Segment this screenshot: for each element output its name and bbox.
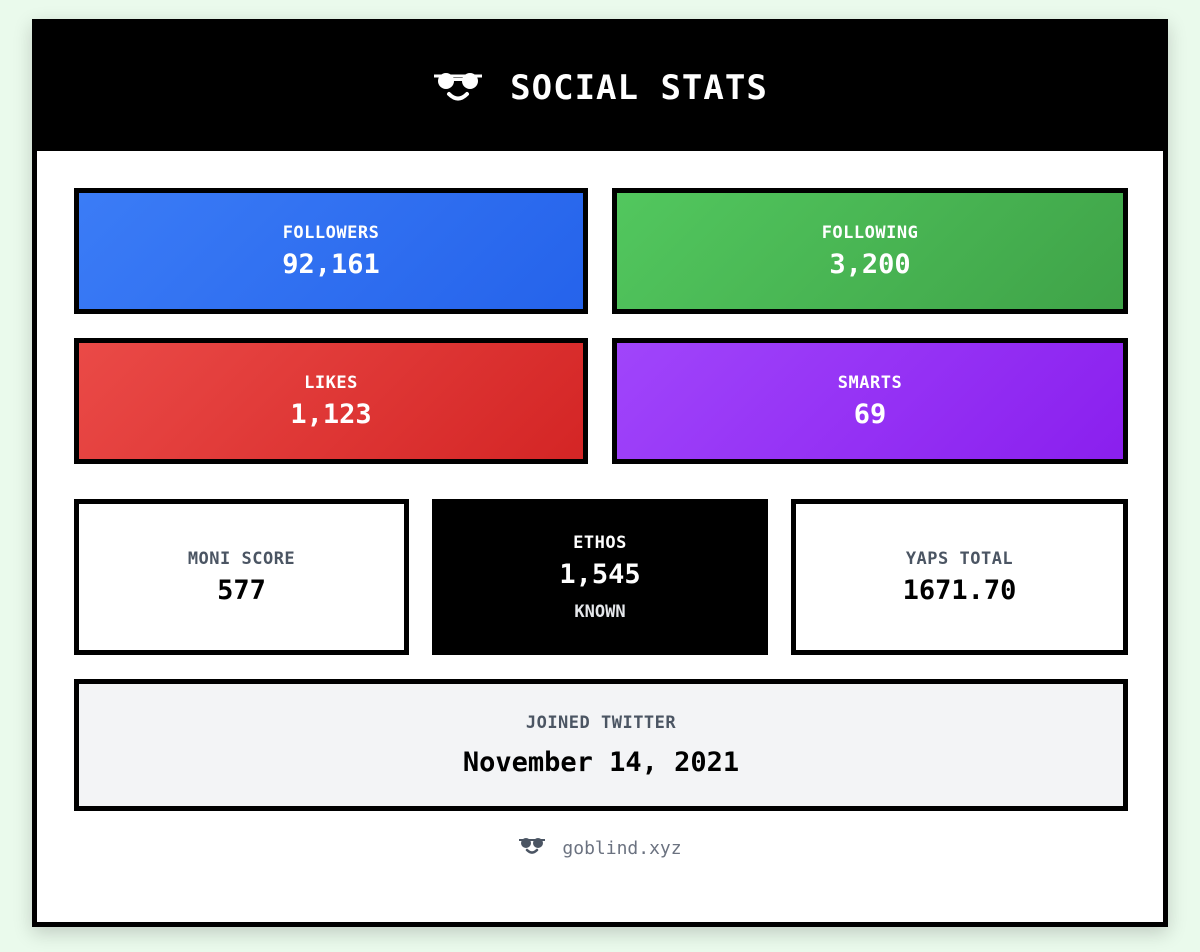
moni-score-value: 577: [217, 574, 266, 606]
joined-twitter-date: November 14, 2021: [462, 746, 740, 778]
smarts-label: SMARTS: [837, 372, 903, 393]
footer-site-link[interactable]: goblind.xyz: [562, 837, 682, 859]
likes-label: LIKES: [304, 372, 358, 393]
yaps-total-value: 1671.70: [902, 574, 1017, 606]
smarts-value: 69: [853, 398, 887, 430]
followers-value: 92,161: [282, 248, 380, 280]
yaps-total-tile: YAPS TOTAL 1671.70: [791, 499, 1128, 655]
following-tile: FOLLOWING 3,200: [612, 188, 1128, 314]
joined-twitter-label: JOINED TWITTER: [525, 712, 677, 733]
following-value: 3,200: [829, 248, 911, 280]
ethos-label: ETHOS: [573, 532, 627, 553]
ethos-tile: ETHOS 1,545 KNOWN: [432, 499, 768, 655]
page-title: SOCIAL STATS: [510, 67, 768, 108]
footer: goblind.xyz: [37, 836, 1163, 860]
ethos-value: 1,545: [559, 558, 641, 590]
sunglasses-smile-icon: [432, 70, 484, 106]
moni-score-label: MONI SCORE: [187, 548, 296, 569]
following-label: FOLLOWING: [821, 222, 919, 243]
followers-tile: FOLLOWERS 92,161: [74, 188, 588, 314]
smarts-tile: SMARTS 69: [612, 338, 1128, 464]
header-bar: SOCIAL STATS: [37, 24, 1163, 151]
yaps-total-label: YAPS TOTAL: [905, 548, 1014, 569]
likes-tile: LIKES 1,123: [74, 338, 588, 464]
ethos-status: KNOWN: [574, 601, 626, 622]
moni-score-tile: MONI SCORE 577: [74, 499, 409, 655]
followers-label: FOLLOWERS: [282, 222, 380, 243]
social-stats-card: SOCIAL STATS FOLLOWERS 92,161 FOLLOWING …: [32, 19, 1168, 927]
joined-twitter-tile: JOINED TWITTER November 14, 2021: [74, 679, 1128, 811]
likes-value: 1,123: [290, 398, 372, 430]
sunglasses-icon: [518, 836, 546, 860]
